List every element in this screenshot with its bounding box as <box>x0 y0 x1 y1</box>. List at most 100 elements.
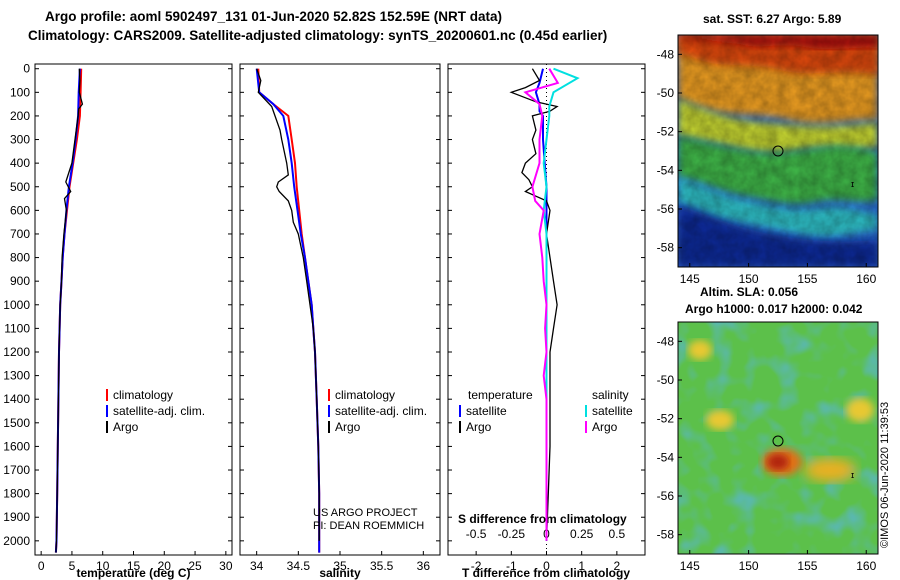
lat-tick-label: -52 <box>657 412 675 426</box>
series-line-s-satellite <box>542 67 580 541</box>
credit-line-2: PI: DEAN ROEMMICH <box>313 520 424 532</box>
legend-label: climatology <box>113 388 173 402</box>
sla-eddy-core <box>767 454 789 470</box>
x-tick-label: 25 <box>188 559 202 573</box>
legend-label: Argo <box>466 420 492 434</box>
x-tick-label: 1 <box>578 559 585 573</box>
lon-tick-label: 145 <box>680 272 700 286</box>
series-line-t-satellite <box>534 68 548 541</box>
legend-label: climatology <box>335 388 395 402</box>
sst-heatmap <box>678 35 878 267</box>
x-axis-label: T difference from climatology <box>462 566 630 580</box>
series-line-satellite-adj--clim- <box>255 68 321 553</box>
x-tick-label: 15 <box>127 559 141 573</box>
x-tick-label: 20 <box>158 559 172 573</box>
x-axis-label: temperature (deg C) <box>76 566 190 580</box>
lat-tick-label: -54 <box>657 163 675 177</box>
depth-tick-label: 1200 <box>3 345 30 359</box>
x-tick-label: 35.5 <box>370 559 394 573</box>
temperature-panel: 0100200300400500600700800900100011001200… <box>3 62 233 580</box>
depth-tick-label: 100 <box>10 85 30 99</box>
legend-label: Argo <box>592 420 618 434</box>
s-tick-label: -0.5 <box>466 527 487 541</box>
sst-map-frame <box>677 34 879 268</box>
x-tick-label: 5 <box>69 559 76 573</box>
x-tick-label: 0 <box>38 559 45 573</box>
lon-tick-label: 155 <box>797 559 817 573</box>
depth-tick-label: 800 <box>10 251 30 265</box>
sla-map-axes: 145 150 155 160 -48 -50 -52 -54 -56 -58 <box>657 334 877 573</box>
depth-tick-label: 1400 <box>3 392 30 406</box>
salinity-panel: 34 34.5 35 35.5 36 salinity climatology satelli… <box>239 63 441 580</box>
sst-float-marker <box>772 145 784 157</box>
s-axis-title: S difference from climatology <box>458 512 627 526</box>
x-tick-label: -2 <box>471 559 482 573</box>
sla-drift-tick-icon: ɪ <box>851 470 854 480</box>
sst-texture <box>678 35 878 267</box>
lat-tick-label: -50 <box>657 373 675 387</box>
depth-tick-label: 900 <box>10 274 30 288</box>
x-tick-label: 36 <box>417 559 431 573</box>
sla-map-title-2: Argo h1000: 0.017 h2000: 0.042 <box>685 302 863 316</box>
depth-tick-label: 2000 <box>3 534 30 548</box>
legend-label: satellite-adj. clim. <box>335 404 427 418</box>
sla-low-patches <box>678 322 878 554</box>
x-tick-label: 30 <box>219 559 233 573</box>
x-tick-label: 2 <box>614 559 621 573</box>
imos-watermark: ©IMOS 06-Jun-2020 11:39:53 <box>879 402 891 548</box>
legend-label: satellite <box>466 404 507 418</box>
lat-tick-label: -54 <box>657 450 675 464</box>
depth-tick-label: 1300 <box>3 369 30 383</box>
lat-tick-label: -52 <box>657 125 675 139</box>
depth-tick-label: 1800 <box>3 487 30 501</box>
series-line-t-argo <box>509 68 559 541</box>
x-tick-label: -1 <box>506 559 517 573</box>
x-tick-label: 34.5 <box>287 559 311 573</box>
lat-tick-label: -48 <box>657 47 675 61</box>
credit-line-1: US ARGO PROJECT <box>313 507 418 519</box>
series-line-argo <box>256 68 320 541</box>
x-axis-label: salinity <box>319 566 361 580</box>
legend-label: Argo <box>113 420 139 434</box>
legend-salinity-header: salinity <box>592 388 629 402</box>
lon-tick-label: 160 <box>856 272 876 286</box>
plot-frame <box>239 63 441 556</box>
sla-high-patch <box>706 410 734 430</box>
difference-panel: -2 -1 0 1 2-0.5 -0.25 0 0.25 0.5S difference fro… <box>447 63 646 580</box>
x-tick-label: 35 <box>333 559 347 573</box>
depth-tick-label: 1000 <box>3 298 30 312</box>
x-tick-label: 10 <box>96 559 110 573</box>
sla-map-frame <box>677 321 879 555</box>
x-tick-label: 0 <box>543 559 550 573</box>
sla-float-marker <box>772 435 784 447</box>
sla-high-patch <box>846 398 874 422</box>
legend-label: satellite <box>592 404 633 418</box>
s-tick-label: 0.5 <box>609 527 626 541</box>
sst-drift-tick-icon: ɪ <box>851 179 854 189</box>
lat-tick-label: -56 <box>657 202 675 216</box>
lat-tick-label: -58 <box>657 241 675 255</box>
depth-tick-label: 1500 <box>3 416 30 430</box>
depth-tick-label: 200 <box>10 109 30 123</box>
x-tick-label: 34 <box>250 559 264 573</box>
lat-tick-label: -48 <box>657 334 675 348</box>
sst-map-title: sat. SST: 6.27 Argo: 5.89 <box>703 12 842 26</box>
s-tick-label: 0.25 <box>570 527 594 541</box>
legend-label: satellite-adj. clim. <box>113 404 205 418</box>
depth-tick-label: 600 <box>10 203 30 217</box>
sla-heatmap <box>678 322 878 554</box>
depth-tick-label: 1900 <box>3 510 30 524</box>
series-line-argo <box>55 68 84 553</box>
lon-tick-label: 150 <box>739 559 759 573</box>
legend-temperature-header: temperature <box>468 388 533 402</box>
lon-tick-label: 160 <box>856 559 876 573</box>
plot-frame <box>34 63 233 556</box>
lon-tick-label: 145 <box>680 559 700 573</box>
s-tick-label: -0.25 <box>498 527 526 541</box>
depth-tick-label: 400 <box>10 156 30 170</box>
depth-tick-label: 300 <box>10 133 30 147</box>
depth-tick-label: 1100 <box>4 321 30 335</box>
lon-tick-label: 155 <box>797 272 817 286</box>
lat-tick-label: -56 <box>657 489 675 503</box>
